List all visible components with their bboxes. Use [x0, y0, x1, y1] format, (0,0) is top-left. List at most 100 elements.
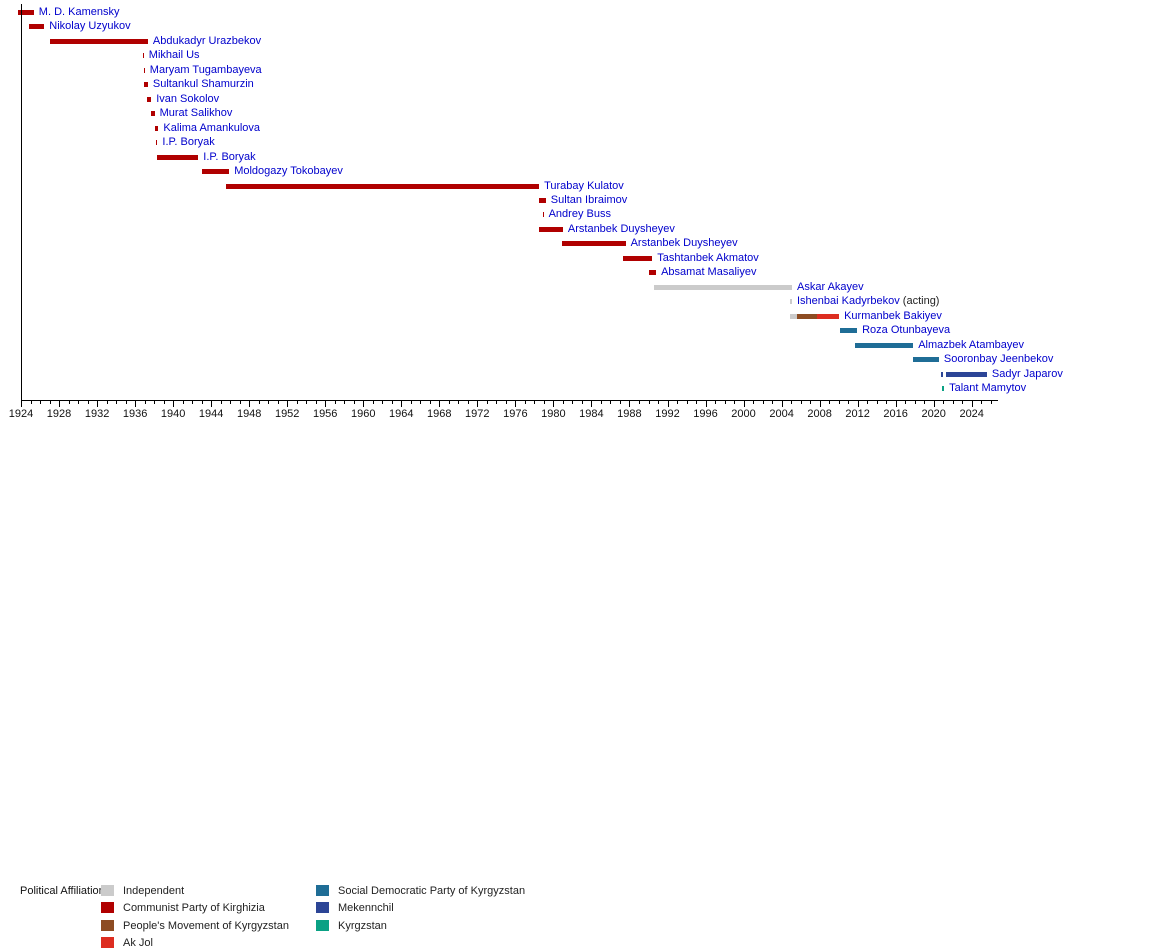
- term-bar-segment[interactable]: [796, 314, 818, 319]
- person-label[interactable]: Roza Otunbayeva: [862, 324, 951, 336]
- axis-minor-tick: [116, 401, 118, 404]
- legend-label-communist: Communist Party of Kirghizia: [123, 902, 265, 915]
- axis-tick-label: 1928: [46, 408, 72, 420]
- axis-major-tick: [211, 401, 213, 407]
- axis-minor-tick: [40, 401, 41, 404]
- term-bar-segment[interactable]: [913, 357, 939, 362]
- person-label[interactable]: Talant Mamytov: [949, 382, 1027, 394]
- term-bar-segment[interactable]: [150, 111, 155, 116]
- legend-title: Political Affiliation:: [20, 885, 108, 897]
- person-label[interactable]: Nikolay Uzyukov: [49, 20, 131, 32]
- term-bar-segment[interactable]: [539, 227, 563, 232]
- term-bar-segment[interactable]: [623, 256, 653, 261]
- axis-minor-tick: [334, 401, 336, 404]
- person-label[interactable]: Maryam Tugambayeva: [149, 64, 262, 76]
- term-bar-segment[interactable]: [155, 126, 159, 131]
- term-bar-segment[interactable]: [654, 285, 793, 290]
- legend-label-akjol: Ak Jol: [123, 936, 153, 949]
- person-label[interactable]: Murat Salikhov: [159, 107, 233, 119]
- term-bar-segment[interactable]: [817, 314, 840, 319]
- axis-tick-label: 1984: [579, 408, 604, 420]
- axis-minor-tick: [914, 401, 916, 404]
- axis-minor-tick: [353, 401, 355, 404]
- axis-tick-label: 1932: [84, 408, 110, 420]
- term-bar-segment[interactable]: [946, 372, 987, 377]
- axis-minor-tick: [715, 401, 716, 404]
- axis-tick-label: 1992: [655, 408, 680, 420]
- term-bar-segment[interactable]: [648, 270, 656, 275]
- axis-minor-tick: [448, 401, 450, 404]
- axis-major-tick: [173, 401, 175, 407]
- axis-major-tick: [287, 401, 289, 407]
- term-bar-segment[interactable]: [790, 299, 792, 304]
- axis-major-tick: [591, 401, 593, 407]
- person-label[interactable]: Sultankul Shamurzin: [152, 78, 254, 90]
- term-bar-segment[interactable]: [18, 10, 34, 15]
- person-label[interactable]: M. D. Kamensky: [38, 6, 120, 18]
- term-bar-segment[interactable]: [28, 24, 45, 29]
- axis-minor-tick: [924, 401, 926, 404]
- axis-major-tick: [325, 401, 327, 407]
- axis-minor-tick: [220, 401, 222, 404]
- person-label[interactable]: Ishenbai Kadyrbekov (acting): [797, 295, 940, 307]
- axis-minor-tick: [154, 401, 156, 404]
- person-label[interactable]: Sultan Ibraimov: [550, 194, 628, 206]
- person-label[interactable]: Ivan Sokolov: [156, 93, 220, 105]
- axis-tick-label: 2004: [769, 408, 794, 420]
- term-bar-segment[interactable]: [941, 372, 944, 377]
- axis-minor-tick: [981, 401, 983, 404]
- axis-minor-tick: [182, 401, 184, 404]
- person-label[interactable]: Sadyr Japarov: [991, 368, 1063, 380]
- person-label[interactable]: Turabay Kulatov: [544, 180, 624, 192]
- axis-minor-tick: [410, 401, 412, 404]
- person-label[interactable]: Moldogazy Tokobayev: [234, 165, 343, 177]
- person-label[interactable]: Tashtanbek Akmatov: [657, 252, 759, 264]
- term-bar-segment[interactable]: [539, 198, 546, 203]
- axis-tick-label: 1988: [617, 408, 642, 420]
- term-bar-segment[interactable]: [561, 241, 626, 246]
- legend-swatch-akjol: [101, 936, 114, 948]
- term-bar-segment[interactable]: [855, 343, 914, 348]
- axis-minor-tick: [829, 401, 831, 404]
- term-bar-segment[interactable]: [49, 39, 148, 44]
- person-label[interactable]: Mikhail Us: [148, 49, 200, 61]
- axis-minor-tick: [192, 401, 194, 404]
- axis-minor-tick: [505, 401, 507, 404]
- person-label[interactable]: I.P. Boryak: [203, 151, 256, 163]
- person-label[interactable]: Sooronbay Jeenbekov: [943, 353, 1054, 365]
- person-label[interactable]: Kurmanbek Bakiyev: [844, 310, 942, 322]
- term-bar-segment[interactable]: [147, 97, 152, 102]
- legend-swatch-pmk: [101, 919, 114, 931]
- axis-major-tick: [895, 401, 897, 407]
- person-label[interactable]: Askar Akayev: [797, 281, 864, 293]
- term-bar-segment[interactable]: [156, 140, 158, 145]
- axis-minor-tick: [990, 401, 992, 404]
- term-bar-segment[interactable]: [202, 169, 230, 174]
- term-bar-segment[interactable]: [839, 328, 858, 333]
- axis-minor-tick: [163, 401, 165, 404]
- axis-minor-tick: [734, 401, 735, 404]
- person-label[interactable]: Absamat Masaliyev: [661, 266, 757, 278]
- term-bar-segment[interactable]: [157, 155, 199, 160]
- axis-minor-tick: [87, 401, 89, 404]
- term-bar-segment[interactable]: [144, 82, 148, 87]
- person-label[interactable]: Abdukadyr Urazbekov: [152, 35, 262, 47]
- person-label[interactable]: Andrey Buss: [548, 208, 611, 220]
- term-bar-segment[interactable]: [941, 386, 945, 391]
- person-label[interactable]: Arstanbek Duysheyev: [630, 237, 738, 249]
- term-bar-segment[interactable]: [542, 212, 544, 217]
- term-bar-segment[interactable]: [142, 53, 144, 58]
- person-label[interactable]: Almazbek Atambayev: [918, 339, 1024, 351]
- person-label[interactable]: Kalima Amankulova: [163, 122, 260, 134]
- axis-minor-tick: [610, 401, 612, 404]
- term-bar-segment[interactable]: [143, 68, 145, 73]
- axis-minor-tick: [838, 401, 840, 404]
- term-bar-segment[interactable]: [226, 184, 540, 189]
- axis-minor-tick: [68, 401, 70, 404]
- person-label[interactable]: I.P. Boryak: [162, 136, 215, 148]
- term-bar-segment[interactable]: [790, 314, 797, 319]
- axis-minor-tick: [696, 401, 697, 404]
- legend-label-pmk: People's Movement of Kyrgyzstan: [123, 919, 289, 932]
- axis-minor-tick: [639, 401, 640, 404]
- person-label[interactable]: Arstanbek Duysheyev: [567, 223, 675, 235]
